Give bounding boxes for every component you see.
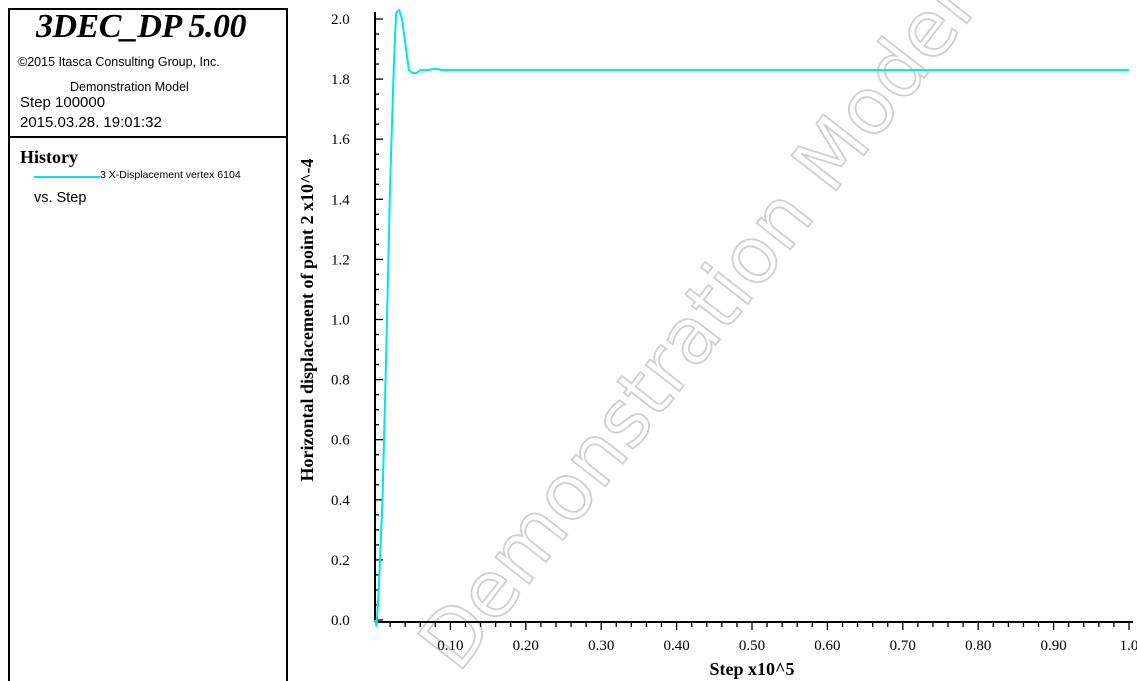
x-tick-label: 0.20: [513, 638, 539, 654]
x-tick-label: 0.70: [890, 638, 916, 654]
y-tick-label: 1.6: [331, 132, 350, 148]
x-tick-label: 0.50: [739, 638, 765, 654]
legend-vs-label: vs. Step: [34, 190, 87, 206]
x-tick-label: 0.10: [437, 638, 463, 654]
history-heading: History: [20, 147, 78, 167]
x-tick-label: 0.90: [1040, 638, 1066, 654]
x-axis-title: Step x10^5: [710, 659, 795, 679]
timestamp: 2015.03.28. 19:01:32: [20, 114, 162, 131]
y-tick-label: 0.4: [331, 493, 350, 509]
x-tick-label: 1.0: [1120, 638, 1137, 654]
legend-panel: 3DEC_DP 5.00 ©2015 Itasca Consulting Gro…: [8, 8, 288, 681]
copyright-text: ©2015 Itasca Consulting Group, Inc.: [18, 55, 220, 69]
panel-divider: [10, 136, 286, 138]
step-count: Step 100000: [20, 94, 106, 111]
app-title: 3DEC_DP 5.00: [36, 8, 246, 45]
y-tick-label: 0.0: [331, 613, 350, 629]
y-tick-label: 1.8: [331, 72, 350, 88]
x-tick-label: 0.80: [965, 638, 991, 654]
axis-labels: 0.0 0.2 0.4 0.6 0.8 1.0 1.2 1.4 1.6 1.8 2.0 0.10 0.2…: [297, 12, 1137, 679]
watermark: Demonstration Model: [401, 0, 991, 681]
y-tick-label: 0.6: [331, 433, 350, 449]
y-tick-label: 0.8: [331, 373, 350, 389]
legend-item-label: 3 X-Displacement vertex 6104: [100, 169, 241, 181]
series-line: [374, 9, 1129, 627]
series-layer: [374, 9, 1129, 627]
x-tick-label: 0.30: [588, 638, 614, 654]
x-tick-label: 0.60: [814, 638, 840, 654]
y-tick-label: 2.0: [331, 12, 350, 28]
y-tick-label: 1.2: [331, 252, 350, 268]
y-tick-label: 1.4: [331, 192, 350, 208]
axes: [374, 12, 1133, 623]
watermark-text: Demonstration Model: [402, 0, 990, 681]
y-axis-title: Horizontal displacement of point 2 x10^-…: [297, 159, 317, 482]
legend-swatch: [34, 176, 100, 178]
y-tick-label: 0.2: [331, 553, 350, 569]
x-tick-label: 0.40: [663, 638, 689, 654]
y-tick-label: 1.0: [331, 313, 350, 329]
model-name: Demonstration Model: [70, 80, 189, 94]
